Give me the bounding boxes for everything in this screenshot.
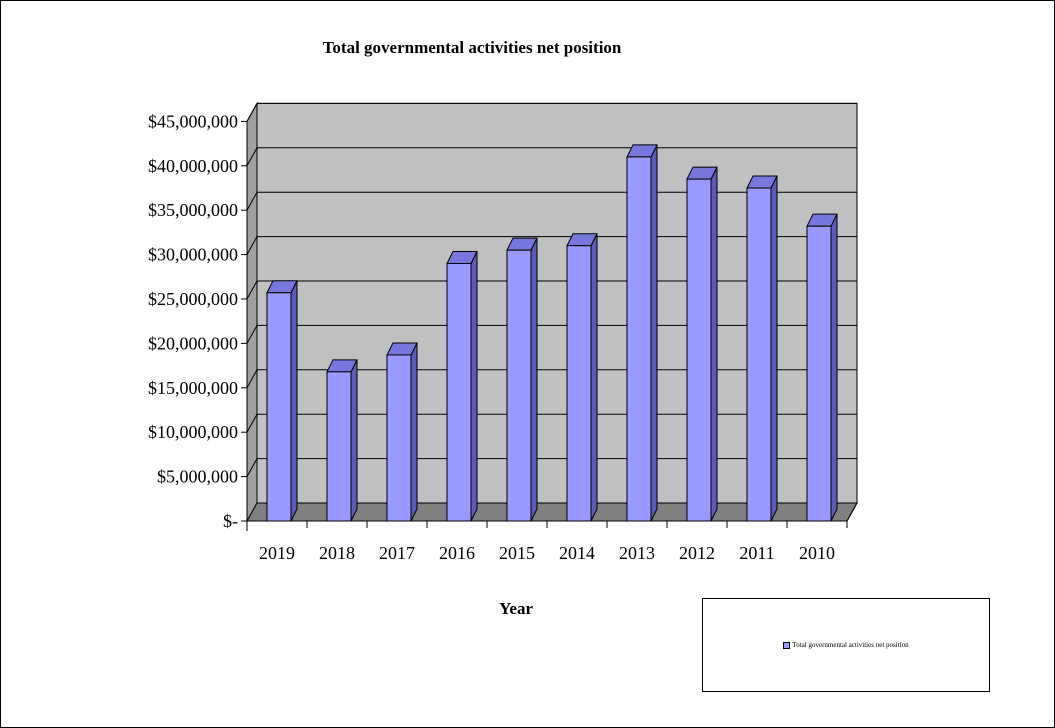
bar-side [290,280,298,522]
legend-entry: Total governmental activities net positi… [783,641,909,649]
legend: Total governmental activities net positi… [702,598,990,692]
x-axis-ticks: 2019 2018 2017 2016 2015 2014 2013 2012 2011 2010 [246,502,858,563]
bar [386,354,412,522]
y-tick-label: $10,000,000 [148,422,238,442]
bar-side [410,342,418,522]
y-tick-label: $25,000,000 [148,289,238,309]
bar-side [590,233,598,522]
legend-swatch-icon [783,641,791,649]
x-tick-label: 2014 [559,543,595,563]
legend-label: Total governmental activities net positi… [792,641,909,649]
bar-side [830,213,838,522]
x-axis-label: Year [499,599,533,618]
x-tick-label: 2011 [739,543,774,563]
bar [806,225,832,522]
chart-title: Total governmental activities net positi… [323,38,622,57]
y-tick-label: $35,000,000 [148,200,238,220]
y-tick-label: $40,000,000 [148,156,238,176]
bar-side [710,166,718,522]
side-wall [246,101,258,523]
gridline [246,102,857,122]
bar [446,262,472,522]
y-tick-label: $15,000,000 [148,378,238,398]
x-tick-label: 2015 [499,543,535,563]
bar [566,245,592,522]
y-tick-label: $20,000,000 [148,333,238,353]
x-tick-label: 2019 [259,543,295,563]
x-tick-label: 2017 [379,543,415,563]
bar-side [650,144,658,522]
bar [686,178,712,522]
y-tick-label: $- [223,511,238,531]
bar [746,187,772,522]
bar [626,156,652,522]
x-axis-depth-line [846,502,858,522]
x-tick-label: 2013 [619,543,655,563]
x-tick-label: 2012 [679,543,715,563]
x-tick-label: 2010 [799,543,835,563]
bar [506,249,532,522]
bar-side [350,359,358,522]
bar-side [770,175,778,522]
bar-side [470,251,478,522]
y-tick-label: $45,000,000 [148,111,238,131]
bar [266,292,292,522]
bar [326,371,352,522]
y-axis-ticks: $- $5,000,000 $10,000,000 $15,000,000 $20,00… [148,111,248,531]
y-tick-label: $5,000,000 [157,467,238,487]
bar-side [530,237,538,522]
x-tick-label: 2018 [319,543,355,563]
y-tick-label: $30,000,000 [148,245,238,265]
x-tick-label: 2016 [439,543,475,563]
